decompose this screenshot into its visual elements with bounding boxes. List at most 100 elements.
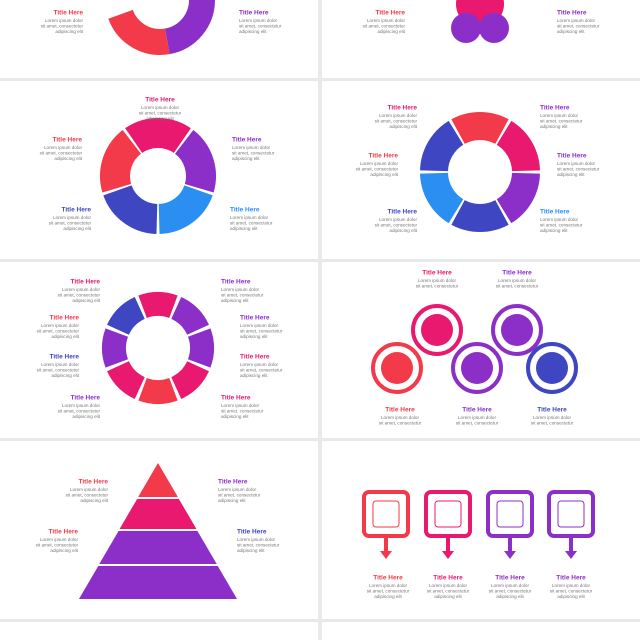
item-text: sit amet, consectetur bbox=[456, 421, 499, 426]
item-text: sit amet, consectetur bbox=[557, 167, 600, 172]
segment bbox=[420, 172, 464, 224]
segment bbox=[164, 0, 215, 55]
item-text: Lorem ipsum dolor bbox=[218, 487, 257, 492]
item-text: adipiscing elit bbox=[221, 298, 249, 303]
panel bbox=[0, 622, 318, 640]
segment bbox=[125, 118, 191, 154]
item-text: adipiscing elit bbox=[72, 298, 100, 303]
item-text: adipiscing elit bbox=[240, 334, 268, 339]
segment bbox=[187, 328, 214, 368]
item-text: sit amet, consectetur bbox=[375, 223, 418, 228]
item-text: Lorem ipsum dolor bbox=[141, 105, 180, 110]
item-text: adipiscing elit bbox=[230, 226, 258, 231]
item-text: Lorem ipsum dolor bbox=[41, 362, 80, 367]
segment bbox=[420, 120, 464, 172]
item-text: adipiscing elit bbox=[370, 172, 398, 177]
segment bbox=[170, 297, 209, 336]
item-text: adipiscing elit bbox=[240, 373, 268, 378]
item-text: adipiscing elit bbox=[389, 228, 417, 233]
item-text: adipiscing elit bbox=[63, 226, 91, 231]
item-text: Lorem ipsum dolor bbox=[360, 161, 399, 166]
item-text: Lorem ipsum dolor bbox=[557, 161, 596, 166]
item-text: Lorem ipsum dolor bbox=[237, 537, 276, 542]
item-text: sit amet, consectetur bbox=[66, 493, 109, 498]
item-title: Title Here bbox=[502, 270, 532, 277]
item-text: adipiscing elit bbox=[377, 29, 405, 34]
item-title: Title Here bbox=[221, 395, 251, 402]
lobe bbox=[451, 13, 481, 43]
item-text: Lorem ipsum dolor bbox=[381, 415, 420, 420]
item-text: sit amet, consectetur bbox=[240, 368, 283, 373]
item-text: adipiscing elit bbox=[389, 124, 417, 129]
item-title: Title Here bbox=[422, 270, 452, 277]
arrow bbox=[504, 551, 516, 559]
item-text: sit amet, consectetur bbox=[367, 589, 410, 594]
item-text: sit amet, consectetur bbox=[531, 421, 574, 426]
segment bbox=[100, 129, 142, 193]
item-text: Lorem ipsum dolor bbox=[62, 403, 101, 408]
item-text: sit amet, consectetur bbox=[540, 119, 583, 124]
item-text: sit amet, consectetur bbox=[232, 151, 275, 156]
ring bbox=[491, 304, 543, 356]
item-title: Title Here bbox=[557, 153, 587, 160]
item-text: Lorem ipsum dolor bbox=[230, 215, 269, 220]
item-text: Lorem ipsum dolor bbox=[240, 323, 279, 328]
item-text: sit amet, consectetur bbox=[49, 221, 92, 226]
item-text: Lorem ipsum dolor bbox=[41, 323, 80, 328]
item-text: adipiscing elit bbox=[50, 548, 78, 553]
item-text: sit amet, consectetur bbox=[496, 284, 539, 289]
item-text: adipiscing elit bbox=[557, 172, 585, 177]
item-text: sit amet, consectetur bbox=[237, 543, 280, 548]
item-title: Title Here bbox=[387, 105, 417, 112]
arrow bbox=[442, 551, 454, 559]
item-text: Lorem ipsum dolor bbox=[429, 583, 468, 588]
segment bbox=[451, 112, 509, 145]
pyramid-layer bbox=[119, 499, 197, 529]
disc bbox=[421, 314, 453, 346]
item-text: Lorem ipsum dolor bbox=[540, 113, 579, 118]
item-text: adipiscing elit bbox=[51, 373, 79, 378]
hole bbox=[130, 320, 186, 376]
item-text: adipiscing elit bbox=[557, 594, 585, 599]
item-title: Title Here bbox=[540, 209, 570, 216]
item-text: sit amet, consectetur bbox=[363, 24, 406, 29]
item-text: Lorem ipsum dolor bbox=[458, 415, 497, 420]
segment bbox=[157, 184, 213, 234]
segment bbox=[496, 120, 540, 172]
item-title: Title Here bbox=[557, 10, 587, 17]
item-title: Title Here bbox=[61, 207, 91, 214]
segment bbox=[496, 172, 540, 224]
item-text: adipiscing elit bbox=[239, 29, 267, 34]
item-text: Lorem ipsum dolor bbox=[240, 362, 279, 367]
item-text: adipiscing elit bbox=[51, 334, 79, 339]
inner bbox=[496, 500, 524, 528]
panel bbox=[322, 441, 640, 619]
arrow bbox=[380, 551, 392, 559]
item-text: sit amet, consectetur bbox=[40, 151, 83, 156]
item-title: Title Here bbox=[387, 209, 417, 216]
item-title: Title Here bbox=[230, 207, 260, 214]
disc bbox=[381, 352, 413, 384]
item-text: sit amet, consectetur bbox=[139, 111, 182, 116]
item-text: Lorem ipsum dolor bbox=[491, 583, 530, 588]
item-text: adipiscing elit bbox=[54, 156, 82, 161]
item-title: Title Here bbox=[48, 529, 78, 536]
item-text: sit amet, consectetur bbox=[557, 24, 600, 29]
item-title: Title Here bbox=[462, 407, 492, 414]
item-text: sit amet, consectetur bbox=[41, 24, 84, 29]
item-text: Lorem ipsum dolor bbox=[369, 583, 408, 588]
item-text: Lorem ipsum dolor bbox=[45, 18, 84, 23]
item-text: adipiscing elit bbox=[72, 414, 100, 419]
segment bbox=[138, 292, 178, 319]
item-text: Lorem ipsum dolor bbox=[540, 217, 579, 222]
item-text: sit amet, consectetur bbox=[240, 329, 283, 334]
item-text: Lorem ipsum dolor bbox=[221, 287, 260, 292]
item-text: Lorem ipsum dolor bbox=[557, 18, 596, 23]
item-title: Title Here bbox=[145, 97, 175, 104]
item-title: Title Here bbox=[52, 137, 82, 144]
panel bbox=[322, 262, 640, 438]
item-text: sit amet, consectetur bbox=[375, 119, 418, 124]
ring bbox=[451, 342, 503, 394]
item-text: Lorem ipsum dolor bbox=[232, 145, 271, 150]
